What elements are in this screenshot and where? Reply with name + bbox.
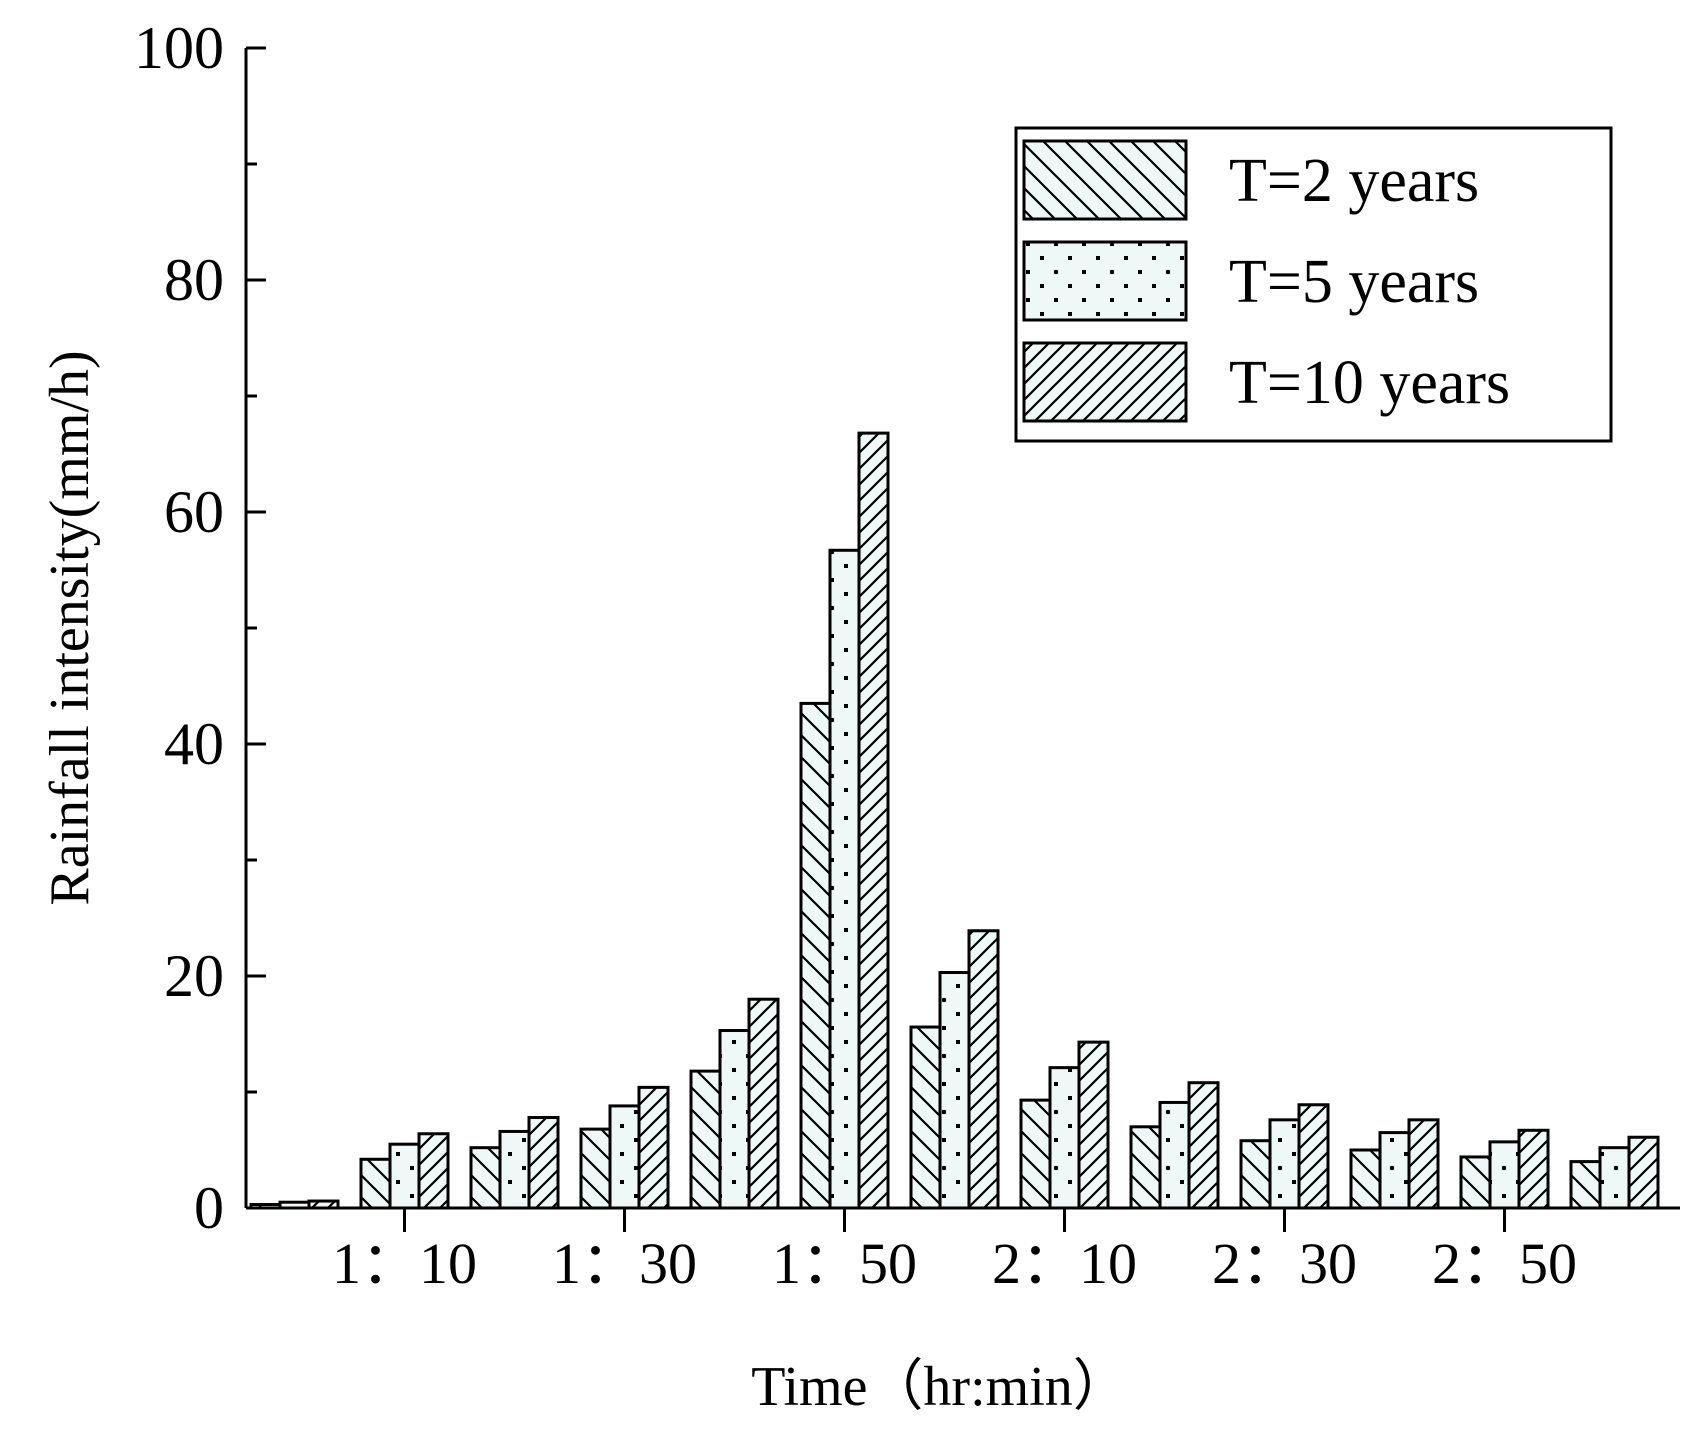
bar-1-5 xyxy=(689,1069,722,1210)
bar-3-2 xyxy=(417,1132,450,1210)
bar-3-6 xyxy=(857,431,890,1210)
bar-2-12 xyxy=(1488,1140,1521,1210)
bar-2-5 xyxy=(718,1029,751,1210)
x-tick-label-3: 1：50 xyxy=(772,1231,917,1296)
bar-1-2 xyxy=(359,1157,392,1210)
y-axis-title: Rainfall intensity(mm/h) xyxy=(39,350,101,905)
legend: T=2 years T=5 years T=10 years xyxy=(1014,126,1613,443)
bar-2-3 xyxy=(498,1129,531,1210)
legend-swatch-1 xyxy=(1022,139,1188,221)
x-tick-label-4: 2：10 xyxy=(992,1231,1137,1296)
x-tick-label-5: 2：30 xyxy=(1212,1231,1357,1296)
bar-3-11 xyxy=(1407,1118,1440,1210)
bar-1-11 xyxy=(1349,1148,1382,1210)
bar-3-12 xyxy=(1517,1128,1550,1210)
x-tick-label-6: 2：50 xyxy=(1432,1231,1577,1296)
bar-1-4 xyxy=(579,1127,612,1210)
y-tick-label-60: 60 xyxy=(164,479,224,545)
bar-2-13 xyxy=(1598,1146,1631,1210)
bar-1-7 xyxy=(909,1025,942,1210)
bar-3-3 xyxy=(527,1116,560,1210)
bar-2-10 xyxy=(1268,1118,1301,1210)
bar-3-9 xyxy=(1187,1081,1220,1210)
bar-2-9 xyxy=(1158,1100,1191,1210)
bar-2-7 xyxy=(938,971,971,1210)
bar-3-7 xyxy=(967,929,1000,1210)
legend-swatch-3 xyxy=(1022,341,1188,423)
x-axis-ticks: 1：10 1：30 1：50 2：10 2：30 2：50 xyxy=(332,1208,1577,1296)
y-tick-label-20: 20 xyxy=(164,943,224,1009)
bar-3-5 xyxy=(747,997,780,1210)
legend-label-2: T=5 years xyxy=(1229,248,1479,316)
bar-3-13 xyxy=(1627,1135,1660,1210)
x-tick-label-1: 1：10 xyxy=(332,1231,477,1296)
x-axis-title: Time（hr:min） xyxy=(751,1356,1129,1418)
bar-2-8 xyxy=(1048,1066,1081,1210)
bar-2-11 xyxy=(1378,1131,1411,1210)
y-tick-label-80: 80 xyxy=(164,247,224,313)
bar-2-6 xyxy=(828,548,861,1210)
bar-1-10 xyxy=(1239,1139,1272,1210)
bar-2-4 xyxy=(608,1104,641,1210)
legend-label-1: T=2 years xyxy=(1229,147,1479,215)
legend-swatch-2 xyxy=(1022,240,1188,322)
bar-1-12 xyxy=(1459,1155,1492,1210)
bar-1-9 xyxy=(1129,1125,1162,1210)
y-tick-label-100: 100 xyxy=(134,15,224,81)
bar-2-2 xyxy=(388,1142,421,1210)
y-axis-ticks: 0 20 40 60 80 100 xyxy=(134,15,266,1241)
y-tick-label-40: 40 xyxy=(164,711,224,777)
bars-group xyxy=(249,431,1660,1210)
bar-1-13 xyxy=(1569,1160,1602,1210)
x-tick-label-2: 1：30 xyxy=(552,1231,697,1296)
bar-3-10 xyxy=(1297,1103,1330,1210)
bar-1-8 xyxy=(1019,1098,1052,1210)
bar-1-3 xyxy=(469,1146,502,1210)
bar-3-8 xyxy=(1077,1040,1110,1210)
legend-label-3: T=10 years xyxy=(1229,349,1510,417)
y-tick-label-0: 0 xyxy=(194,1175,224,1241)
bar-3-4 xyxy=(637,1085,670,1210)
bar-1-6 xyxy=(799,701,832,1210)
